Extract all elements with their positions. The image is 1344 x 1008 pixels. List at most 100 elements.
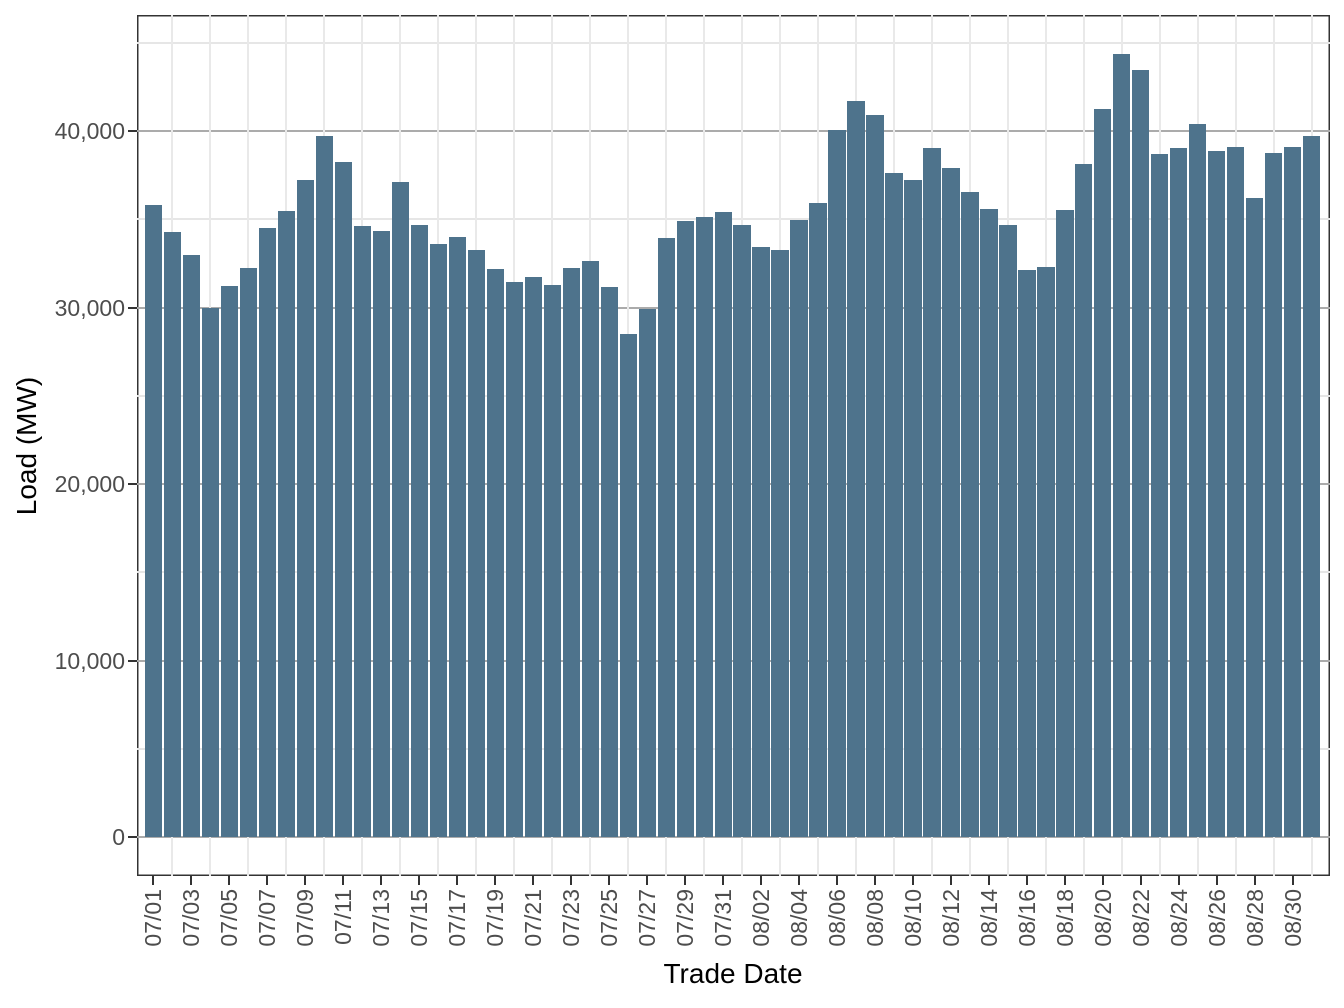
bar — [999, 224, 1017, 837]
bar — [182, 254, 200, 837]
bar — [904, 179, 922, 837]
x-tick-label: 08/24 — [1165, 889, 1192, 947]
bar — [505, 281, 523, 837]
bar — [1265, 153, 1283, 837]
x-tick — [987, 876, 990, 885]
bar — [771, 250, 789, 837]
bar — [410, 225, 428, 837]
x-tick — [684, 876, 687, 885]
x-tick-label: 08/26 — [1203, 889, 1230, 947]
x-tick-label: 07/27 — [634, 889, 661, 947]
bar — [866, 115, 884, 837]
x-tick — [874, 876, 877, 885]
bar — [258, 228, 276, 837]
x-tick-label: 07/15 — [406, 889, 433, 947]
h-gridline-major — [137, 836, 1330, 838]
x-tick-label: 08/22 — [1127, 889, 1154, 947]
plot-panel — [137, 15, 1330, 876]
x-tick-label: 07/23 — [558, 889, 585, 947]
bar — [847, 100, 865, 837]
x-tick-label: 07/21 — [520, 889, 547, 947]
x-tick-label: 07/29 — [672, 889, 699, 947]
x-tick-label: 08/10 — [900, 889, 926, 947]
y-tick — [128, 836, 137, 838]
bar — [942, 168, 960, 837]
x-tick — [798, 876, 801, 885]
bar — [600, 287, 618, 837]
y-tick-label: 20,000 — [54, 471, 125, 497]
y-tick-label: 0 — [112, 824, 125, 850]
x-tick — [570, 876, 573, 885]
bar — [695, 217, 713, 837]
bar — [885, 173, 903, 837]
y-tick — [128, 659, 137, 662]
bar — [163, 232, 181, 837]
x-tick-label: 07/09 — [292, 889, 319, 947]
x-tick — [722, 876, 725, 885]
x-tick — [266, 876, 269, 885]
bar — [714, 212, 732, 837]
bar — [334, 161, 352, 837]
x-tick-label: 08/30 — [1279, 889, 1306, 947]
x-tick — [1215, 876, 1218, 885]
bar — [1227, 146, 1245, 837]
x-tick — [342, 876, 345, 885]
x-tick-label: 08/02 — [748, 889, 775, 947]
bar — [1056, 209, 1074, 837]
x-tick — [494, 876, 497, 885]
x-tick — [836, 876, 839, 885]
bar — [1151, 153, 1169, 837]
bar — [562, 267, 580, 837]
x-tick-label: 07/31 — [710, 889, 737, 947]
x-tick-label: 08/04 — [786, 889, 813, 947]
x-axis-title: Trade Date — [663, 958, 803, 989]
x-tick-label: 08/16 — [1013, 889, 1040, 947]
bar — [277, 211, 295, 837]
bar — [543, 285, 561, 837]
bar — [752, 246, 770, 837]
x-tick — [949, 876, 952, 885]
bar — [676, 221, 694, 837]
x-tick — [1139, 876, 1142, 885]
x-tick-label: 08/08 — [862, 889, 889, 947]
h-gridline-minor — [137, 41, 1330, 44]
x-tick-label: 07/03 — [178, 889, 205, 947]
bar — [619, 333, 637, 837]
x-tick — [380, 876, 383, 885]
x-tick — [1025, 876, 1028, 885]
bar — [239, 267, 257, 837]
bar — [315, 136, 333, 837]
bar — [144, 205, 162, 837]
x-tick — [1063, 876, 1066, 885]
bar — [581, 260, 599, 837]
bar — [429, 243, 447, 837]
x-tick — [608, 876, 611, 885]
x-tick — [1101, 876, 1104, 885]
bar — [201, 307, 219, 837]
bar — [733, 224, 751, 837]
bar — [638, 309, 656, 837]
x-tick — [418, 876, 421, 885]
x-tick — [532, 876, 535, 885]
bar — [524, 277, 542, 837]
bar — [391, 182, 409, 837]
x-tick-label: 07/11 — [330, 889, 357, 945]
bar — [1303, 136, 1321, 837]
bar — [1189, 123, 1207, 837]
bar — [467, 250, 485, 837]
bar — [790, 220, 808, 837]
bar — [1075, 163, 1093, 837]
y-tick-label: 30,000 — [54, 294, 125, 321]
x-tick-label: 07/05 — [216, 889, 243, 947]
x-tick — [304, 876, 307, 885]
x-tick-label: 08/12 — [937, 889, 964, 947]
x-tick-label: 07/25 — [596, 889, 623, 947]
bar — [1113, 54, 1131, 837]
y-tick — [128, 130, 137, 132]
x-tick-label: 08/06 — [824, 889, 851, 947]
x-tick — [1177, 876, 1180, 885]
bar — [220, 286, 238, 837]
x-tick-label: 08/20 — [1089, 889, 1116, 947]
bar — [486, 268, 504, 837]
